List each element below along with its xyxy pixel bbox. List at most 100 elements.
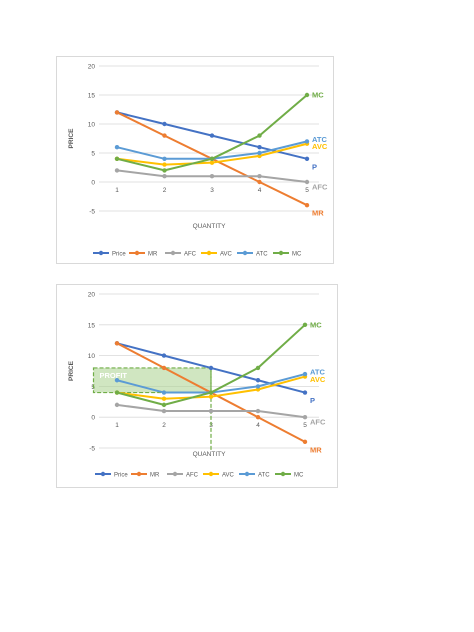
series-end-label-price: P [310,396,315,405]
x-tick-label: 4 [256,422,260,429]
data-point-mc [114,156,120,161]
data-point-mr [114,110,120,115]
data-point-atc [304,139,310,144]
legend-marker-atc [244,471,250,477]
data-point-mc [209,156,215,161]
data-point-mc [162,168,167,173]
legend-label: Price [112,251,126,257]
y-tick-label: -5 [89,446,95,453]
data-point-price [302,390,308,395]
x-tick-label: 1 [115,422,119,429]
data-point-mr [302,439,308,445]
x-axis-title: QUANTITY [193,223,227,230]
data-point-avc [162,162,167,167]
legend-label: MC [294,472,304,478]
x-tick-label: 2 [163,187,167,194]
legend-label: MR [148,251,158,257]
data-point-mc [114,390,120,395]
legend-marker-afc [172,471,178,477]
data-point-mc [255,365,261,371]
x-tick-label: 5 [305,187,309,194]
profit-label: PROFIT [100,371,128,380]
data-point-mc [208,390,214,395]
y-tick-label: 10 [88,122,96,129]
y-tick-label: 0 [91,180,95,187]
series-end-label-afc: AFC [310,418,326,427]
data-point-atc [114,145,120,150]
data-point-mc [302,322,308,327]
data-point-price [161,353,167,358]
data-point-avc [255,387,261,392]
data-point-afc [161,408,167,414]
legend-label: AVC [222,472,235,478]
data-point-avc [161,396,167,401]
y-tick-label: -5 [89,209,95,216]
data-point-afc [209,174,215,179]
data-point-atc [162,156,167,161]
series-end-label-atc: ATC [310,368,325,377]
series-end-label-price: P [312,162,317,171]
data-point-price [209,133,215,138]
data-point-afc [257,174,262,179]
legend-label: AVC [220,251,233,257]
y-tick-label: 5 [91,151,95,158]
y-axis-title: PRICE [68,128,75,149]
data-point-avc [209,160,215,165]
y-tick-label: 20 [88,292,96,299]
x-axis-title: QUANTITY [193,451,227,458]
legend-marker-afc [170,250,176,256]
data-point-mr [162,133,167,138]
data-point-afc [255,408,261,414]
data-point-mc [257,133,262,138]
data-point-price [304,156,310,161]
x-tick-label: 5 [303,422,307,429]
legend-label: MR [150,472,160,478]
data-point-mc [161,402,167,408]
data-point-mr [114,341,120,346]
data-point-price [255,378,261,383]
legend-marker-price [98,250,104,256]
data-point-afc [302,415,308,420]
legend-marker-atc [242,250,248,256]
y-tick-label: 20 [88,64,96,71]
y-tick-label: 15 [88,93,96,100]
series-end-label-avc: AVC [310,375,326,384]
legend-label: ATC [256,251,268,257]
data-point-afc [114,168,120,173]
legend-marker-mc [280,471,286,477]
data-point-atc [255,384,261,389]
data-point-price [208,365,214,371]
data-point-afc [162,174,167,179]
data-point-price [257,145,262,150]
legend-label: ATC [258,472,270,478]
x-tick-label: 3 [210,187,214,194]
chart-svg: 20151050-512345QUANTITYPRICEPROFITMCATCA… [68,292,326,479]
legend-marker-price [100,471,106,477]
data-point-atc [302,371,308,377]
y-tick-label: 0 [91,415,95,422]
data-point-atc [257,150,262,156]
y-tick-label: 15 [88,322,96,329]
series-end-label-afc: AFC [312,183,328,192]
data-point-mr [161,365,167,371]
data-point-afc [304,179,310,185]
legend-marker-mc [278,250,284,256]
x-tick-label: 4 [258,187,262,194]
series-end-label-avc: AVC [312,142,328,151]
data-point-price [162,121,167,127]
data-point-mc [304,92,310,98]
cost-revenue-chart: 20 15 10 5 0 -5 1 2 3 4 5 QUANTITY PRICE MC ATC AVC P AFC… [56,56,334,264]
legend-marker-mr [134,250,140,256]
series-end-label-atc: ATC [312,135,327,144]
series-end-label-mr: MR [312,209,324,218]
data-point-mr [255,415,261,420]
data-point-avc [208,394,214,399]
legend-marker-avc [206,250,212,256]
legend-marker-mr [136,471,142,477]
data-point-mr [257,179,262,185]
data-point-afc [114,402,120,408]
series-end-label-mc: MC [310,320,322,329]
data-point-atc [161,390,167,395]
y-tick-label: 10 [88,353,96,360]
data-point-atc [114,378,120,383]
